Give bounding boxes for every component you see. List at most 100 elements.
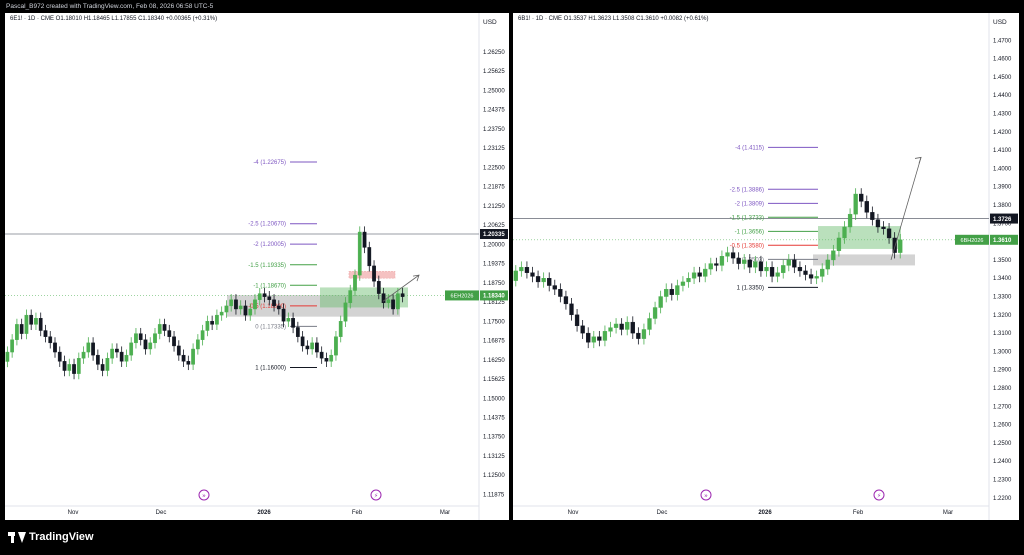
fib-level-label: -1 (1.3656)	[735, 229, 764, 235]
x-tick-label: Mar	[943, 510, 953, 516]
candle-body	[367, 247, 372, 267]
lightning-event-icon	[370, 489, 382, 501]
candle-body	[105, 358, 110, 371]
candle-body	[892, 237, 897, 253]
price-tag-bg	[990, 234, 1018, 245]
candle-body	[680, 281, 686, 286]
candle-body	[348, 290, 353, 304]
candle-body	[814, 276, 819, 279]
candle-body	[591, 336, 596, 343]
candle-body	[205, 321, 210, 331]
candle-body	[243, 305, 248, 316]
candle-body	[652, 307, 658, 319]
fib-level-label: -1.5 (1.19335)	[248, 263, 286, 269]
chart-canvas-right[interactable]: 1.4700 1.4600 1.4500 1.4400 1.4300 1.4200 1.41…	[513, 13, 1019, 520]
candle-body	[636, 332, 641, 339]
candle-body	[181, 354, 186, 362]
candle-body	[786, 259, 791, 266]
footer-bar: TradingView	[0, 520, 1024, 555]
y-tick-label: 1.3800	[993, 203, 1012, 209]
candle-body	[67, 364, 72, 371]
candle-body	[110, 348, 115, 359]
candle-body	[81, 351, 86, 359]
x-tick-label: Nov	[68, 510, 79, 516]
candle-body	[563, 296, 569, 305]
y-tick-label: 1.21250	[483, 204, 505, 210]
candle-body	[836, 237, 842, 251]
candle-body	[825, 259, 830, 270]
candle-body	[86, 342, 91, 353]
fib-level-label: -2.5 (1.3886)	[730, 187, 764, 193]
green-entry-zone	[320, 287, 408, 308]
candle-body	[586, 332, 591, 343]
candle-body	[602, 331, 608, 341]
candle-body	[730, 252, 736, 259]
candle-body	[630, 321, 635, 334]
candle-body	[272, 299, 276, 307]
candle-body	[229, 299, 234, 307]
candle-body	[286, 318, 291, 322]
candle-body	[134, 333, 138, 344]
fib-level-label: 1 (1.3350)	[737, 285, 764, 291]
candle-body	[129, 342, 134, 356]
candle-body	[803, 270, 808, 275]
candle-body	[608, 327, 613, 332]
candle-body	[291, 318, 295, 328]
y-tick-label: 1.22500	[483, 165, 505, 171]
x-tick-label: Dec	[156, 510, 167, 516]
candle-body	[400, 293, 405, 297]
y-tick-label: 1.25625	[483, 69, 505, 75]
candle-body	[234, 299, 238, 310]
y-tick-label: 1.3100	[993, 331, 1012, 337]
candle-body	[191, 348, 195, 365]
y-tick-label: 1.23750	[483, 127, 505, 133]
y-tick-label: 1.3400	[993, 276, 1012, 282]
candle-body	[708, 263, 713, 270]
candle-body	[619, 323, 624, 330]
y-tick-label: 1.2700	[993, 404, 1012, 410]
candle-body	[580, 325, 585, 334]
chart-pane-right[interactable]: 1.4700 1.4600 1.4500 1.4400 1.4300 1.4200 1.41…	[513, 13, 1019, 520]
candle-body	[847, 213, 853, 228]
candle-body	[334, 336, 338, 356]
fib-level-label: -2 (1.20005)	[253, 242, 286, 248]
y-tick-label: 1.13125	[483, 454, 505, 460]
y-tick-label: 1.12500	[483, 473, 505, 479]
candle-body	[253, 299, 257, 310]
y-tick-label: 1.15625	[483, 377, 505, 383]
candle-body	[276, 305, 281, 310]
price-tag-value: 1.3726	[993, 217, 1012, 223]
candle-body	[381, 293, 386, 304]
candle-body	[115, 348, 119, 353]
y-tick-label: 1.17500	[483, 319, 505, 325]
chart-pane-left[interactable]: 1.26250 1.25625 1.25000 1.24375 1.23750 1.231…	[5, 13, 509, 520]
candle-body	[386, 299, 391, 304]
x-tick-label: Dec	[657, 510, 668, 516]
candle-body	[15, 324, 19, 340]
candle-body	[864, 201, 869, 213]
candle-body	[95, 354, 100, 365]
candle-body	[238, 305, 243, 310]
y-tick-label: 1.4100	[993, 148, 1012, 154]
chart-canvas-left[interactable]: 1.26250 1.25625 1.25000 1.24375 1.23750 1.231…	[5, 13, 509, 520]
y-tick-label: 1.23125	[483, 146, 505, 152]
candle-body	[124, 354, 129, 362]
tradingview-logo[interactable]: TradingView	[8, 531, 94, 543]
symbol-tag-bg	[445, 290, 479, 301]
candle-body	[195, 339, 200, 350]
y-tick-label: 1.4300	[993, 112, 1012, 118]
candle-body	[362, 231, 367, 248]
symbol-tag-label: 6BH2026	[961, 238, 984, 244]
candle-body	[76, 358, 81, 374]
y-tick-label: 1.4400	[993, 93, 1012, 99]
y-tick-label: 1.3700	[993, 221, 1012, 227]
fast-forward-event-icon	[700, 489, 712, 501]
event-icon-glyph: ⚡	[877, 492, 881, 499]
candle-body	[91, 342, 95, 356]
x-tick-label: Feb	[352, 510, 363, 516]
candle-body	[143, 339, 148, 350]
fib-level-label: -0.5 (1.18000)	[248, 304, 286, 310]
gray-demand-zone	[813, 254, 915, 266]
fib-level-label: -4 (1.4115)	[735, 145, 764, 151]
lightning-event-icon	[873, 489, 885, 501]
